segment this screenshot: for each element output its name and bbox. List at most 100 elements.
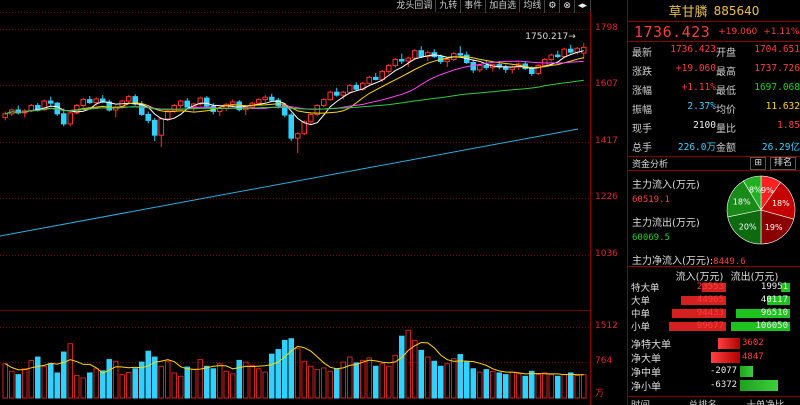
candle-body bbox=[554, 54, 561, 58]
volume-bar bbox=[483, 369, 490, 399]
candle-body bbox=[372, 76, 379, 80]
main-outflow: 主力流出(万元) 60069.5 bbox=[628, 214, 728, 243]
volume-bar bbox=[379, 363, 386, 399]
order-in-cell: 94433 bbox=[666, 308, 726, 319]
volume-bar bbox=[132, 368, 139, 399]
volume-bar bbox=[333, 368, 340, 399]
pie-slice-label: 20% bbox=[739, 222, 757, 231]
settings-icon[interactable]: ⚙ bbox=[545, 0, 561, 13]
candle-body bbox=[346, 84, 353, 93]
footer-col[interactable]: 时间 bbox=[628, 397, 686, 405]
toolbar-btn-3[interactable]: 加自选 bbox=[486, 0, 521, 13]
quote-value: 1.85 bbox=[777, 120, 800, 131]
order-col-header: 流入(万元) bbox=[675, 272, 724, 283]
tab-ranking[interactable]: 排名 bbox=[769, 157, 796, 170]
toolbar-btn-0[interactable]: 龙头回调 bbox=[393, 0, 437, 13]
volume-bar bbox=[112, 360, 119, 399]
toolbar-btn-2[interactable]: 事件 bbox=[461, 0, 487, 13]
expand-icon[interactable]: ◂▸ bbox=[575, 0, 591, 13]
volume-bar bbox=[119, 374, 126, 399]
kline-chart-area[interactable]: 龙头回调 九转 事件 加自选 均线 ⚙ ⊗ ◂▸ 1750.217→ 1798 1607 1417… bbox=[0, 0, 627, 405]
close-icon[interactable]: ⊗ bbox=[560, 0, 575, 13]
candle-body bbox=[171, 105, 178, 112]
chart-toolbar: 龙头回调 九转 事件 加自选 均线 ⚙ ⊗ ◂▸ bbox=[393, 0, 591, 13]
quote-value: 11.632 bbox=[765, 101, 800, 112]
candle-body bbox=[392, 59, 399, 66]
candle-body bbox=[262, 96, 269, 101]
volume-bar bbox=[307, 365, 314, 399]
order-type: 小单 bbox=[631, 322, 651, 333]
volume-bar bbox=[528, 370, 535, 399]
volume-bar bbox=[21, 368, 28, 399]
candle-body bbox=[41, 100, 48, 111]
order-out-cell: 40117 bbox=[730, 295, 790, 306]
pie-slice bbox=[726, 180, 762, 218]
quote-label: 振幅 bbox=[632, 105, 652, 116]
toolbar-btn-1[interactable]: 九转 bbox=[436, 0, 462, 13]
volume-bar bbox=[353, 362, 360, 399]
candle-body bbox=[476, 64, 483, 71]
net-type: 净中单 bbox=[631, 368, 661, 379]
volume-bar bbox=[288, 338, 295, 399]
ma60-line bbox=[5, 79, 584, 115]
candle-body bbox=[80, 99, 87, 107]
ranking-footer: 时间总排名十单净比 bbox=[628, 396, 800, 405]
volume-bar bbox=[515, 373, 522, 399]
volume-bar bbox=[444, 363, 451, 399]
ma5-line bbox=[5, 50, 584, 126]
candle-body bbox=[216, 107, 223, 112]
quote-label: 总手 bbox=[632, 143, 652, 154]
order-out-value: 96510 bbox=[760, 307, 788, 318]
candle-body bbox=[60, 113, 67, 125]
pie-slice-label: 9% bbox=[761, 186, 774, 195]
volume-ma-line bbox=[5, 341, 584, 376]
footer-col[interactable]: 总排名 bbox=[686, 397, 744, 405]
pie-slice bbox=[760, 181, 796, 220]
candle-body bbox=[314, 105, 321, 115]
volume-bar bbox=[249, 364, 256, 399]
candle-body bbox=[255, 99, 262, 104]
capital-analysis-bar: 资金分析 ⊞ 排名 bbox=[628, 156, 800, 171]
order-out-cell: 106050 bbox=[730, 321, 790, 332]
candle-body bbox=[580, 46, 587, 54]
quote-label: 最新 bbox=[632, 48, 652, 59]
volume-bar bbox=[509, 371, 516, 399]
candle-body bbox=[2, 113, 9, 118]
candle-body bbox=[353, 84, 360, 90]
order-in-value: 99677 bbox=[696, 320, 724, 331]
grid-view-icon[interactable]: ⊞ bbox=[750, 157, 766, 170]
net-type: 净大单 bbox=[631, 354, 661, 365]
order-in-value: 94433 bbox=[696, 307, 724, 318]
volume-bar bbox=[281, 339, 288, 399]
order-table-header: 流入(万元) 流出(万元) bbox=[628, 266, 800, 283]
volume-bar bbox=[125, 372, 132, 399]
instrument-code: 885640 bbox=[713, 3, 760, 18]
volume-bar bbox=[242, 361, 249, 399]
volume-bar bbox=[463, 361, 470, 399]
candle-body bbox=[125, 96, 132, 102]
inflow-label: 主力流入(万元) bbox=[632, 180, 700, 191]
price-row: 1736.423 +19.060 +1.11% bbox=[628, 22, 800, 42]
candle-body bbox=[275, 99, 282, 107]
volume-bar bbox=[346, 356, 353, 399]
candle-body bbox=[333, 91, 340, 96]
ma20-line bbox=[5, 60, 584, 115]
vol-tick-label: 764 bbox=[595, 356, 613, 366]
order-in-cell: 44965 bbox=[666, 295, 726, 306]
volume-bar bbox=[223, 370, 230, 399]
quote-value: 2100 bbox=[693, 120, 716, 131]
volume-bar bbox=[106, 359, 113, 399]
inflow-value: 60519.1 bbox=[632, 195, 670, 205]
quote-value: 2.37% bbox=[687, 101, 716, 112]
section-title: 资金分析 bbox=[632, 160, 669, 170]
volume-bar bbox=[405, 329, 412, 399]
quote-label: 涨跌 bbox=[632, 67, 652, 78]
volume-bar bbox=[340, 361, 347, 399]
volume-bar bbox=[450, 358, 457, 399]
candlestick-chart[interactable]: 1750.217→ bbox=[0, 0, 591, 405]
toolbar-btn-4[interactable]: 均线 bbox=[520, 0, 546, 13]
net-value: -2077 bbox=[710, 366, 738, 376]
order-type: 大单 bbox=[631, 296, 651, 307]
footer-col[interactable]: 十单净比 bbox=[743, 397, 800, 405]
candle-body bbox=[411, 50, 418, 59]
